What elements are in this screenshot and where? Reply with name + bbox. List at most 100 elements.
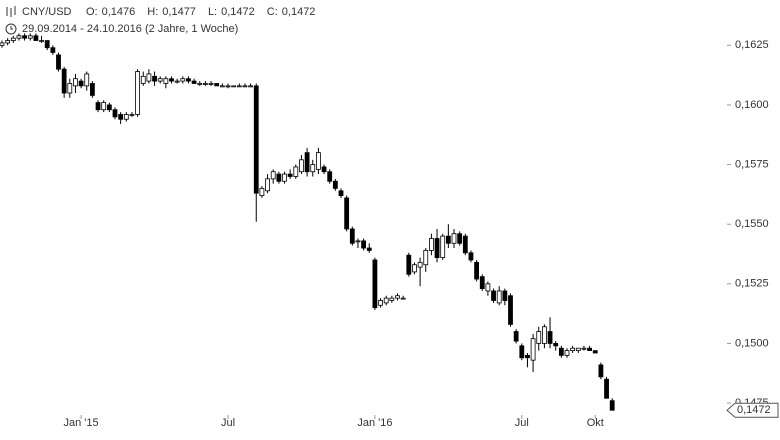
candle-body (434, 238, 440, 258)
symbol: CNY/USD (22, 6, 72, 18)
ohlc-value: 0,1472 (282, 6, 316, 18)
candle-body (310, 164, 316, 173)
candle-body (214, 83, 220, 87)
candle-body (78, 80, 84, 87)
candle-body (564, 350, 570, 356)
x-tick-label: Okt (587, 417, 604, 429)
candle-body (293, 166, 299, 177)
candle-body (395, 295, 400, 299)
ohlc-value: 0,1476 (102, 6, 136, 18)
candle-body (265, 178, 270, 192)
candle-body (321, 166, 327, 173)
candle-body (304, 152, 310, 173)
candle-body (383, 297, 389, 304)
candle-body (468, 252, 474, 261)
candle-body (445, 235, 451, 244)
candle-body (106, 104, 112, 111)
candle-body (5, 40, 11, 44)
x-tick-label: Jul (221, 417, 235, 429)
candle-body (378, 300, 383, 306)
candle-body (547, 331, 553, 344)
candle-body (231, 85, 237, 88)
date-range: 29.09.2014 - 24.10.2016 (2 Jahre, 1 Woch… (22, 23, 238, 35)
candle-body (236, 85, 242, 88)
candle-body (174, 80, 180, 83)
candle-body (536, 331, 542, 344)
candle-body (485, 283, 491, 292)
candle-body (67, 83, 73, 94)
candle-body (587, 347, 592, 352)
y-tick-label: 0,1525 (735, 278, 769, 290)
candle-body (163, 78, 169, 84)
candle-body (169, 78, 174, 82)
y-tick-label: 0,1550 (735, 218, 769, 230)
y-tick-label: 0,1500 (735, 337, 769, 349)
candle-body (440, 235, 446, 258)
candle-body (242, 85, 248, 88)
ohlc-value: 0,1472 (221, 6, 255, 18)
candle-body (129, 114, 135, 116)
candle-body (609, 400, 615, 411)
ohlc-label: C: (267, 6, 278, 18)
candle-body (513, 331, 519, 342)
clock-icon (5, 23, 17, 35)
candle-body (581, 347, 587, 350)
candle-body (508, 295, 513, 325)
candle-body (270, 171, 276, 180)
candle-body (355, 240, 361, 243)
candle-body (61, 68, 67, 94)
candle-body (27, 35, 33, 39)
ohlc-value: 0,1477 (162, 6, 196, 18)
candle-body (525, 354, 530, 359)
candle-body (101, 102, 107, 111)
candle-body (44, 40, 50, 49)
candle-body (10, 37, 16, 41)
candle-body (570, 347, 576, 352)
candle-body (282, 173, 287, 182)
candle-body (315, 152, 321, 170)
candle-body (39, 40, 44, 42)
candle-body (462, 235, 468, 254)
candle-body (135, 71, 141, 115)
plot-area (0, 33, 615, 411)
candle-body (180, 78, 186, 82)
price-tag (726, 402, 779, 418)
candle-body (95, 102, 101, 111)
candle-body (202, 83, 208, 85)
candle-body (389, 297, 395, 301)
candle-body (417, 261, 423, 268)
ohlc-label: O: (86, 6, 98, 18)
candle-body (248, 85, 254, 88)
candle-body (123, 114, 129, 120)
candle-body (16, 35, 22, 39)
candle-body (186, 78, 191, 82)
candle-body (575, 347, 581, 352)
ohlc-label: L: (208, 6, 217, 18)
candle-body (519, 345, 525, 359)
candle-body (152, 75, 157, 82)
candle-body (191, 80, 197, 84)
candle-body (327, 171, 333, 182)
candle-body (197, 83, 203, 85)
candle-body (276, 173, 282, 182)
candle-body (299, 159, 304, 173)
candle-body (502, 290, 508, 301)
x-tick-label: Jan '15 (64, 417, 99, 429)
candle-body (530, 338, 536, 361)
candle-body (225, 85, 231, 88)
candle-body (118, 114, 124, 120)
ohlc-label: H: (147, 6, 158, 18)
candle-body (598, 364, 604, 378)
candle-body (50, 47, 56, 53)
candle-body (479, 276, 485, 289)
candle-body (491, 290, 496, 301)
x-tick-label: Jul (515, 417, 529, 429)
candle-body (361, 240, 367, 249)
candle-body (287, 173, 293, 177)
candle-body (33, 35, 39, 41)
candle-body (542, 326, 547, 344)
candle-body (259, 188, 265, 196)
candle-body (474, 261, 480, 280)
